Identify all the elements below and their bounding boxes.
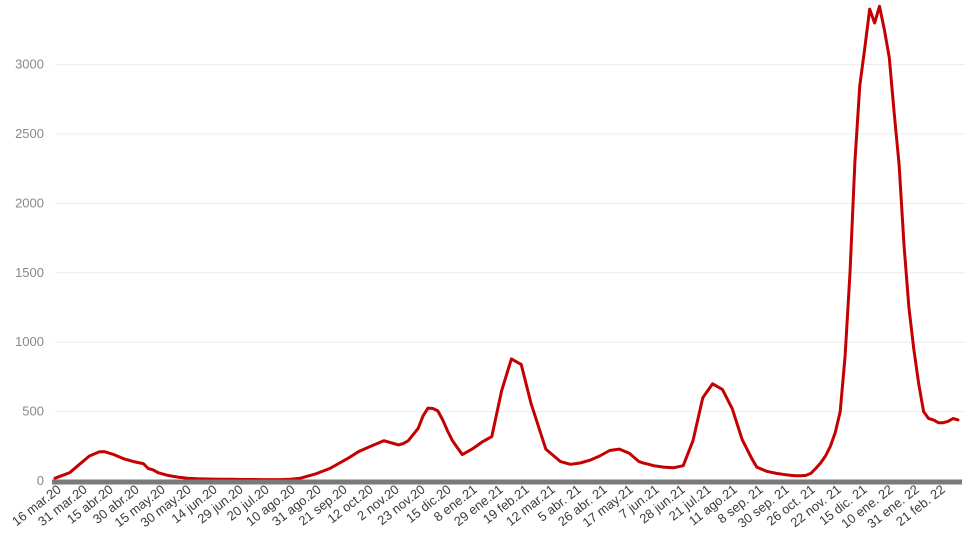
series-line <box>53 4 960 482</box>
y-tick-label: 2500 <box>15 126 44 141</box>
y-tick-label: 3500 <box>15 0 44 2</box>
grid-lines <box>55 64 965 413</box>
y-tick-label: 3000 <box>15 57 44 72</box>
series-layer <box>53 4 960 482</box>
y-tick-label: 1000 <box>15 334 44 349</box>
y-tick-label: 2000 <box>15 195 44 210</box>
y-axis-ticks: 0 500 1000 1500 2000 2500 3000 3500 <box>15 0 44 488</box>
y-tick-label: 1500 <box>15 265 44 280</box>
y-tick-label: 500 <box>22 404 44 419</box>
y-tick-label: 0 <box>37 473 44 488</box>
